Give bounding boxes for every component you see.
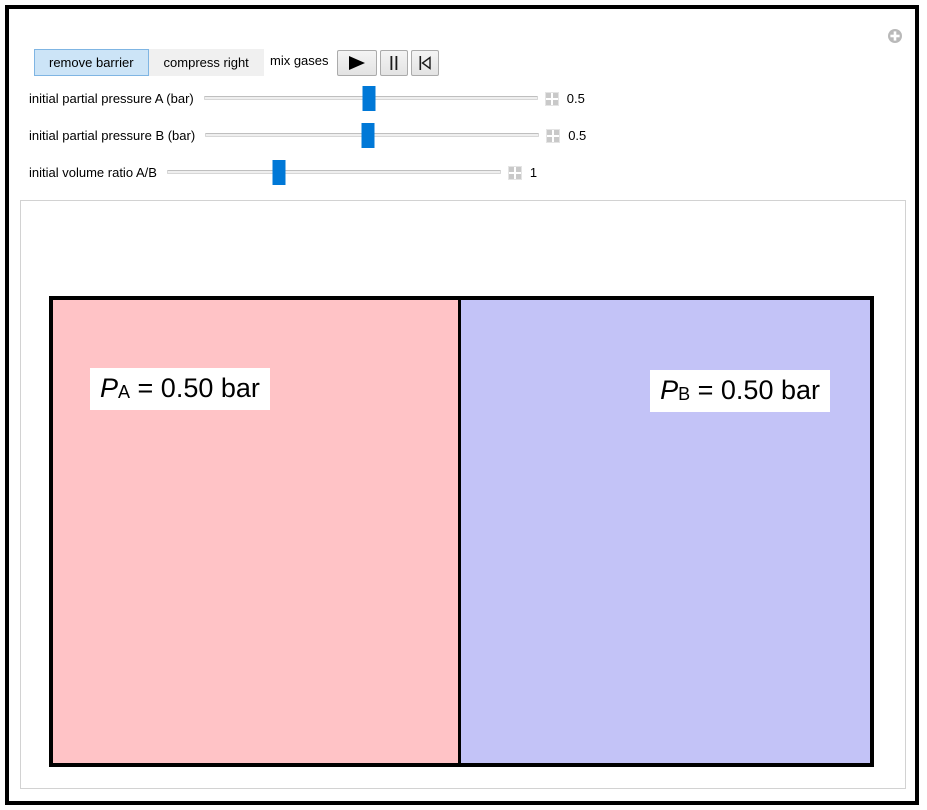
pressure-b-value: 0.5 (568, 128, 587, 143)
pressure-a-slider[interactable] (203, 86, 538, 111)
pressure-a-readout: PA = 0.50 bar (90, 368, 270, 411)
pressure-a-label: initial partial pressure A (bar) (29, 91, 194, 106)
slider-row-pressure-a: initial partial pressure A (bar) 0.5 (29, 86, 585, 111)
volume-ratio-expander-icon[interactable] (507, 165, 522, 180)
pressure-b-slider-thumb[interactable] (361, 123, 375, 148)
play-icon (349, 56, 365, 70)
pressure-b-readout: PB = 0.50 bar (650, 370, 830, 413)
barrier-divider (458, 300, 462, 763)
volume-ratio-slider[interactable] (166, 160, 501, 185)
compress-right-button[interactable]: compress right (148, 49, 264, 76)
volume-ratio-slider-thumb[interactable] (272, 160, 286, 185)
pressure-b-equation: = 0.50 bar (690, 375, 820, 405)
plus-circle-icon[interactable] (887, 28, 903, 44)
pressure-b-slider[interactable] (205, 123, 540, 148)
pressure-a-subscript: A (118, 382, 131, 402)
pressure-a-slider-thumb[interactable] (362, 86, 376, 111)
pressure-a-value: 0.5 (566, 91, 585, 106)
compress-right-label: compress right (163, 55, 249, 70)
reset-button[interactable] (411, 50, 439, 76)
pressure-a-equation: = 0.50 bar (130, 373, 260, 403)
pause-button[interactable] (380, 50, 408, 76)
pressure-b-subscript: B (678, 384, 691, 404)
remove-barrier-label: remove barrier (49, 55, 134, 70)
remove-barrier-button[interactable]: remove barrier (34, 49, 149, 76)
barrier-mode-toggle: remove barrier compress right (34, 49, 264, 76)
reset-icon (419, 56, 431, 70)
pressure-b-symbol: P (660, 375, 679, 405)
mix-gases-label: mix gases (270, 53, 329, 68)
animation-controls (337, 50, 439, 76)
play-button[interactable] (337, 50, 377, 76)
pause-icon (390, 56, 398, 70)
pressure-a-symbol: P (100, 373, 119, 403)
volume-ratio-slider-track[interactable] (166, 170, 501, 174)
gas-chamber: PA = 0.50 bar PB = 0.50 bar (49, 296, 874, 767)
slider-row-volume-ratio: initial volume ratio A/B 1 (29, 160, 537, 185)
pressure-b-expander-icon[interactable] (546, 128, 561, 143)
volume-ratio-label: initial volume ratio A/B (29, 165, 157, 180)
slider-row-pressure-b: initial partial pressure B (bar) 0.5 (29, 123, 586, 148)
volume-ratio-value: 1 (529, 165, 538, 180)
pressure-a-expander-icon[interactable] (544, 91, 559, 106)
pressure-b-label: initial partial pressure B (bar) (29, 128, 196, 143)
